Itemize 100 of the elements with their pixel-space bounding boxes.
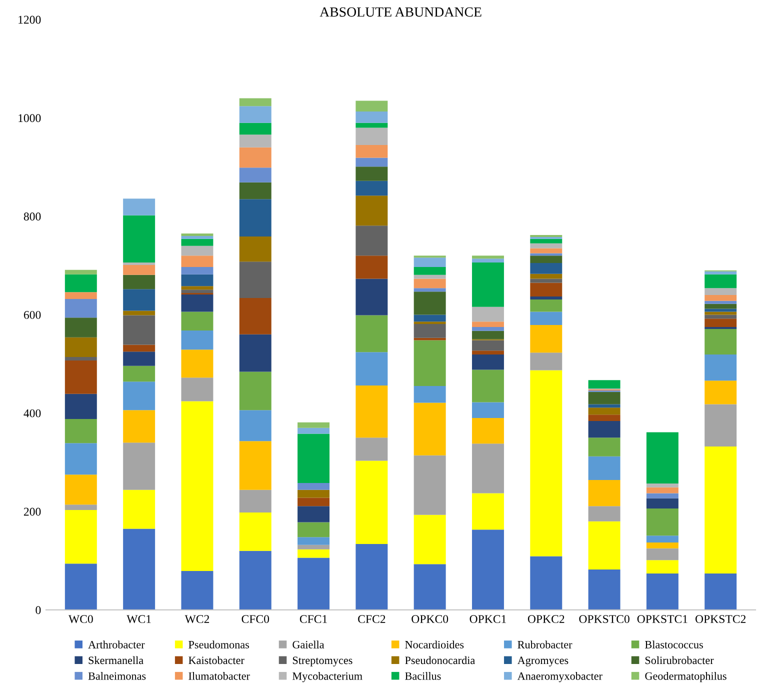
bar (588, 438, 620, 456)
bar (123, 262, 156, 266)
bar (414, 324, 446, 338)
bar (588, 420, 620, 438)
bar (239, 441, 272, 490)
x-tick-label: CFC0 (242, 615, 270, 624)
bar (123, 366, 156, 382)
bar (298, 434, 330, 483)
bar (356, 128, 388, 145)
bar (530, 325, 562, 353)
bar (64, 274, 97, 292)
bar (588, 456, 620, 480)
bar (123, 198, 156, 216)
bar (239, 298, 272, 334)
bar (414, 266, 446, 275)
bar (704, 573, 737, 610)
bar (588, 408, 620, 415)
bar (181, 330, 214, 350)
bar (704, 274, 737, 288)
bar (472, 330, 504, 340)
bar (472, 530, 504, 610)
bar (472, 370, 504, 402)
bar (356, 315, 388, 352)
y-tick-label: 1000 (18, 114, 41, 122)
bar (588, 404, 620, 408)
bar (588, 506, 620, 522)
bar (181, 246, 214, 256)
bar (530, 352, 562, 370)
bar (239, 182, 272, 200)
bar (588, 480, 620, 506)
bar (239, 134, 272, 148)
bar (181, 236, 214, 239)
bar (123, 382, 156, 410)
bar (646, 573, 678, 610)
legend-label: Mycobacterium (292, 672, 362, 682)
bar (704, 380, 737, 404)
bar (181, 571, 214, 610)
bar (704, 312, 737, 315)
bar (123, 442, 156, 490)
bar (181, 274, 214, 286)
bar (298, 422, 330, 428)
bar (181, 256, 214, 267)
bar (704, 446, 737, 574)
bar (530, 556, 562, 610)
bar (472, 340, 504, 351)
bar (414, 314, 446, 322)
bar (356, 226, 388, 256)
bar (472, 306, 504, 322)
bar (181, 378, 214, 402)
bar (704, 288, 737, 296)
x-tick-label: CFC1 (300, 615, 327, 624)
bar (414, 340, 446, 386)
bar (356, 438, 388, 461)
bar (356, 544, 388, 610)
bar (530, 253, 562, 256)
bar (646, 498, 678, 509)
bar (704, 304, 737, 309)
y-tick-label: 200 (24, 508, 41, 516)
bar (123, 289, 156, 311)
bar (704, 295, 737, 301)
bar (123, 265, 156, 275)
bar (239, 550, 272, 610)
bar (356, 166, 388, 181)
bar (64, 504, 97, 510)
bar (181, 266, 214, 274)
x-tick-label: OPKC0 (412, 615, 448, 624)
bar (646, 487, 678, 494)
bar (530, 243, 562, 248)
bar (414, 338, 446, 340)
bar (646, 536, 678, 542)
bar (704, 318, 737, 327)
bar (356, 386, 388, 438)
bar (123, 344, 156, 352)
bar (181, 401, 214, 572)
bar (239, 262, 272, 298)
bar (356, 100, 388, 112)
bar (588, 570, 620, 610)
bar (646, 560, 678, 574)
bar (239, 199, 272, 236)
bar (298, 498, 330, 506)
bar (530, 263, 562, 274)
bar (64, 510, 97, 564)
legend-label: Skermanella (88, 656, 144, 664)
y-tick-label: 600 (24, 310, 41, 319)
legend-label: Solirubrobacter (645, 656, 714, 664)
bar (472, 444, 504, 494)
bar (64, 564, 97, 610)
bar (181, 238, 214, 246)
bar (64, 337, 97, 358)
bar (414, 288, 446, 292)
legend-label: Rubrobacter (518, 640, 572, 648)
bar (181, 312, 214, 330)
legend-label: Streptomyces (292, 656, 352, 666)
bar (181, 350, 214, 378)
x-tick-label: OPKSTC1 (637, 615, 688, 624)
bar (588, 392, 620, 404)
legend-label: Bacillus (405, 672, 441, 680)
x-tick-label: WC0 (68, 615, 93, 624)
bar (414, 278, 446, 288)
x-tick-label: WC1 (126, 615, 151, 624)
